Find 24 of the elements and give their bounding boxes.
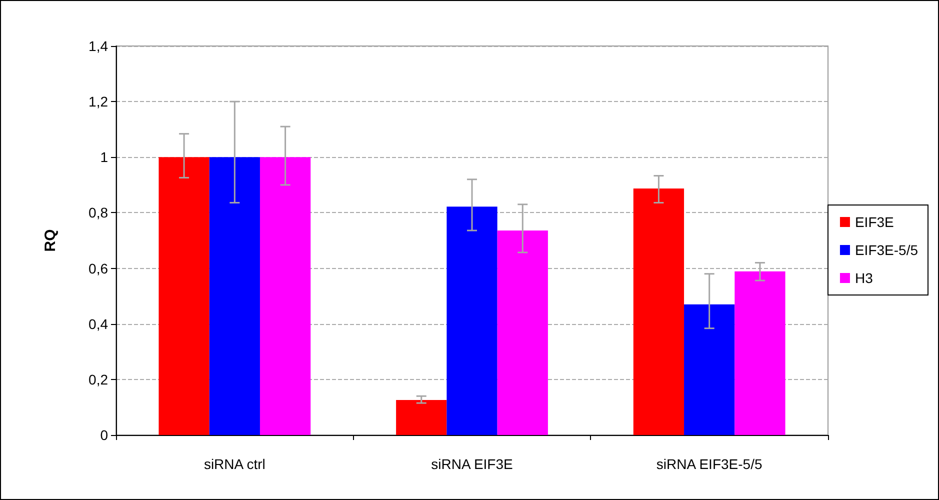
bar [260, 157, 311, 435]
legend-label: EIF3E [854, 214, 894, 230]
y-tick-label: 1,2 [88, 94, 108, 110]
x-tick-label: siRNA ctrl [204, 456, 266, 472]
bar [446, 206, 498, 435]
y-tick-label: 0,2 [88, 371, 108, 388]
x-tick-label: siRNA EIF3E [431, 456, 513, 472]
bar [684, 304, 735, 435]
bar [633, 188, 684, 435]
y-tick-label: 1,4 [88, 38, 108, 54]
y-axis-title: RQ [42, 228, 59, 252]
y-tick-label: 0,6 [88, 260, 108, 276]
bar [209, 157, 260, 435]
y-tick-label: 1 [100, 149, 108, 166]
x-tick-label: siRNA EIF3E-5/5 [656, 456, 762, 472]
bar [497, 230, 548, 435]
y-tick-label: 0 [100, 427, 108, 443]
y-tick-label: 0,4 [88, 316, 108, 332]
bar [734, 271, 786, 435]
legend-label: EIF3E-5/5 [854, 242, 918, 258]
bar [158, 157, 210, 435]
y-tick-label: 0,8 [88, 204, 108, 221]
legend-label: H3 [854, 270, 874, 286]
bar [396, 400, 447, 435]
